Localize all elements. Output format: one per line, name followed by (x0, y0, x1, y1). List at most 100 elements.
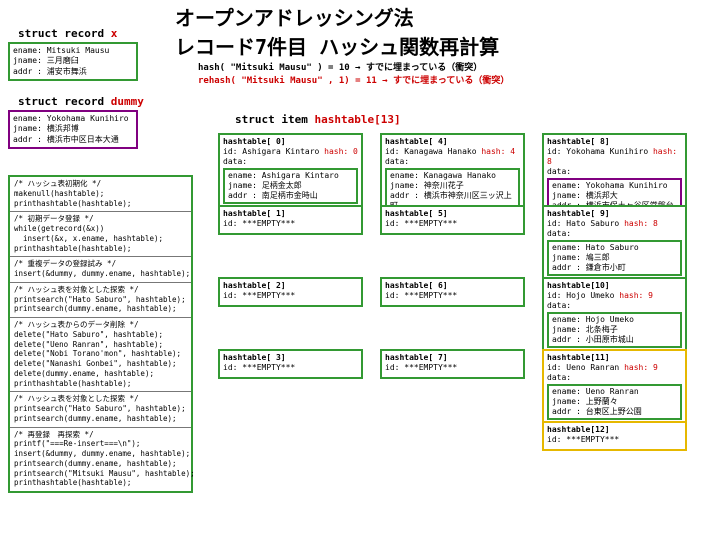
cell-inner-addr: addr : 鎌倉市小町 (552, 263, 677, 273)
ops-section: /* ハッシュ表を対象とした探索 */printsearch("Hato Sab… (10, 283, 191, 318)
ops-line: printf("===Re-insert===\n"); (14, 439, 187, 449)
hashtable-cell: hashtable[ 7] id: ***EMPTY*** (380, 349, 525, 379)
cell-inner-ename: ename: Ashigara Kintaro (228, 171, 353, 181)
cell-hash: hash: 9 (619, 363, 658, 372)
hashtable-label: struct item hashtable[13] (235, 113, 401, 126)
cell-inner-ename: ename: Kanagawa Hanako (390, 171, 515, 181)
cell-id-line: id: ***EMPTY*** (385, 219, 520, 229)
ops-line: printhashtable(hashtable); (14, 478, 187, 488)
hashtable-cell: hashtable[ 5] id: ***EMPTY*** (380, 205, 525, 235)
cell-data-label: data: (547, 301, 682, 311)
hash-line-2: rehash( "Mitsuki Mausu" , 1) = 11 → すでに埋… (198, 75, 509, 88)
record-x-label-name: x (111, 27, 118, 40)
cell-id-line: id: ***EMPTY*** (223, 291, 358, 301)
cell-index: hashtable[ 6] (385, 281, 520, 291)
cell-hash: hash: 4 (477, 147, 516, 156)
cell-index: hashtable[10] (547, 281, 682, 291)
ops-line: delete("Nanashi Gonbei", hashtable); (14, 359, 187, 369)
record-dummy-addr: addr : 横浜市中区日本大通 (13, 135, 133, 145)
ops-section: /* ハッシュ表からのデータ削除 */delete("Hato Saburo",… (10, 318, 191, 392)
record-x-ename: ename: Mitsuki Mausu (13, 46, 133, 56)
cell-id-line: id: Yokohama Kunihiro hash: 8 (547, 147, 682, 167)
cell-inner-jname: jname: 横浜邦大 (552, 191, 677, 201)
cell-hash: hash: 8 (619, 219, 658, 228)
ops-head: /* 重複データの登録試み */ (14, 259, 187, 269)
cell-data-label: data: (223, 157, 358, 167)
record-dummy-jname: jname: 横浜邦博 (13, 124, 133, 134)
page-title: オープンアドレッシング法 レコード7件目 ハッシュ関数再計算 (175, 2, 499, 60)
cell-index: hashtable[ 3] (223, 353, 358, 363)
ops-head: /* ハッシュ表を対象とした探索 */ (14, 394, 187, 404)
cell-inner-ename: ename: Hojo Umeko (552, 315, 677, 325)
record-x-label-pre: struct record (18, 27, 111, 40)
record-dummy-ename: ename: Yokohama Kunihiro (13, 114, 133, 124)
ops-section: /* 重複データの登録試み */insert(&dummy, dummy.ena… (10, 257, 191, 283)
ops-line: printhashtable(hashtable); (14, 199, 187, 209)
ops-line: printsearch("Hato Saburo", hashtable); (14, 404, 187, 414)
record-x-box: ename: Mitsuki Mausu jname: 三月磨臼 addr : … (8, 42, 138, 81)
cell-inner-jname: jname: 鳩三郎 (552, 253, 677, 263)
title-line-2: レコード7件目 ハッシュ関数再計算 (175, 31, 499, 60)
cell-data-label: data: (547, 229, 682, 239)
cell-hash: hash: 9 (614, 291, 653, 300)
record-x-label: struct record x (18, 27, 117, 40)
cell-inner-addr: addr : 台東区上野公園 (552, 407, 677, 417)
hashtable-label-name: hashtable[13] (314, 113, 400, 126)
record-dummy-box: ename: Yokohama Kunihiro jname: 横浜邦博 add… (8, 110, 138, 149)
cell-id-line: id: Hojo Umeko hash: 9 (547, 291, 682, 301)
ops-head: /* ハッシュ表を対象とした探索 */ (14, 285, 187, 295)
cell-id-line: id: Kanagawa Hanako hash: 4 (385, 147, 520, 157)
cell-inner-jname: jname: 足柄金太郎 (228, 181, 353, 191)
cell-index: hashtable[ 0] (223, 137, 358, 147)
cell-inner-jname: jname: 北条梅子 (552, 325, 677, 335)
hashtable-cell: hashtable[ 2] id: ***EMPTY*** (218, 277, 363, 307)
cell-inner-jname: jname: 上野蘭々 (552, 397, 677, 407)
ops-head: /* ハッシュ表初期化 */ (14, 179, 187, 189)
ops-section: /* 初期データ登録 */while(getrecord(&x)) insert… (10, 212, 191, 257)
ops-line: delete(dummy.ename, hashtable); (14, 369, 187, 379)
cell-index: hashtable[12] (547, 425, 682, 435)
cell-inner-record: ename: Ueno Ranranjname: 上野蘭々addr : 台東区上… (547, 384, 682, 420)
cell-index: hashtable[ 5] (385, 209, 520, 219)
cell-inner-ename: ename: Hato Saburo (552, 243, 677, 253)
ops-line: insert(&x, x.ename, hashtable); (14, 234, 187, 244)
ops-line: printhashtable(hashtable); (14, 379, 187, 389)
hashtable-cell: hashtable[ 9] id: Hato Saburo hash: 8 da… (542, 205, 687, 280)
cell-id-line: id: ***EMPTY*** (385, 291, 520, 301)
record-dummy-label: struct record dummy (18, 95, 144, 108)
ops-section: /* ハッシュ表初期化 */makenull(hashtable);printh… (10, 177, 191, 212)
hash-line-1: hash( "Mitsuki Mausu" ) = 10 → すでに埋まっている… (198, 62, 509, 75)
ops-head: /* 再登録 再探索 */ (14, 430, 187, 440)
cell-inner-ename: ename: Yokohama Kunihiro (552, 181, 677, 191)
record-dummy-label-name: dummy (111, 95, 144, 108)
cell-index: hashtable[ 8] (547, 137, 682, 147)
ops-section: /* ハッシュ表を対象とした探索 */printsearch("Hato Sab… (10, 392, 191, 427)
cell-index: hashtable[ 2] (223, 281, 358, 291)
hashtable-label-pre: struct item (235, 113, 314, 126)
hash-result-lines: hash( "Mitsuki Mausu" ) = 10 → すでに埋まっている… (198, 62, 509, 87)
cell-index: hashtable[ 4] (385, 137, 520, 147)
cell-inner-jname: jname: 神奈川花子 (390, 181, 515, 191)
cell-index: hashtable[11] (547, 353, 682, 363)
ops-line: insert(&dummy, dummy.ename, hashtable); (14, 449, 187, 459)
cell-inner-record: ename: Ashigara Kintarojname: 足柄金太郎addr … (223, 168, 358, 204)
cell-inner-ename: ename: Ueno Ranran (552, 387, 677, 397)
ops-head: /* ハッシュ表からのデータ削除 */ (14, 320, 187, 330)
ops-line: delete("Hato Saburo", hashtable); (14, 330, 187, 340)
cell-inner-addr: addr : 南足柄市金時山 (228, 191, 353, 201)
cell-id-line: id: ***EMPTY*** (385, 363, 520, 373)
hashtable-cell: hashtable[ 3] id: ***EMPTY*** (218, 349, 363, 379)
cell-inner-addr: addr : 小田原市城山 (552, 335, 677, 345)
ops-section: /* 再登録 再探索 */printf("===Re-insert===\n")… (10, 428, 191, 492)
operations-box: /* ハッシュ表初期化 */makenull(hashtable);printh… (8, 175, 193, 493)
cell-id-line: id: Ueno Ranran hash: 9 (547, 363, 682, 373)
cell-data-label: data: (547, 167, 682, 177)
cell-id-line: id: Ashigara Kintaro hash: 0 (223, 147, 358, 157)
ops-line: delete("Ueno Ranran", hashtable); (14, 340, 187, 350)
ops-line: printsearch("Mitsuki Mausu", hashtable); (14, 469, 187, 479)
ops-line: delete("Nobi Torano'mon", hashtable); (14, 349, 187, 359)
ops-line: printsearch(dummy.ename, hashtable); (14, 304, 187, 314)
ops-head: /* 初期データ登録 */ (14, 214, 187, 224)
cell-data-label: data: (547, 373, 682, 383)
ops-line: printsearch("Hato Saburo", hashtable); (14, 295, 187, 305)
